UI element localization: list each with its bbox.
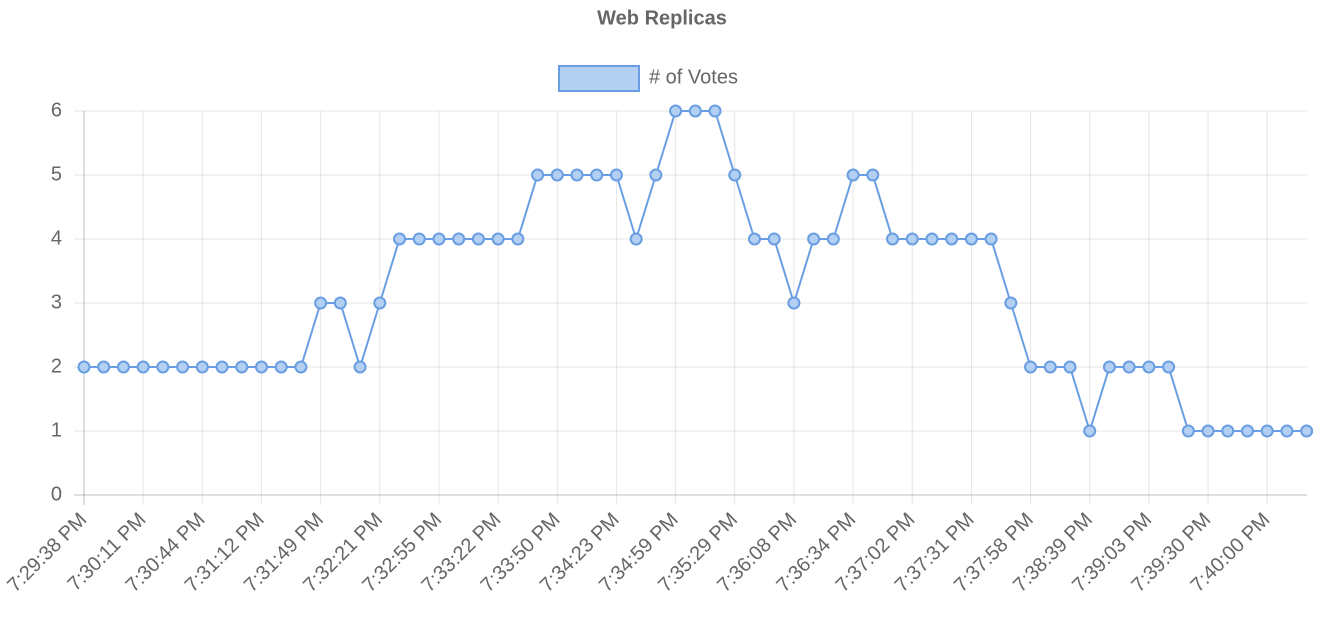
- data-point[interactable]: [353, 360, 367, 374]
- data-point[interactable]: [235, 360, 249, 374]
- data-point[interactable]: [333, 296, 347, 310]
- data-point[interactable]: [1300, 424, 1314, 438]
- data-point[interactable]: [491, 232, 505, 246]
- series-line: [84, 110, 1307, 435]
- data-point[interactable]: [432, 232, 446, 246]
- y-tick-label: 3: [51, 291, 62, 313]
- legend-swatch: [558, 65, 640, 92]
- grid: [74, 110, 1307, 505]
- data-point[interactable]: [1260, 424, 1274, 438]
- data-point[interactable]: [1181, 424, 1195, 438]
- data-point[interactable]: [195, 360, 209, 374]
- data-point[interactable]: [590, 168, 604, 182]
- data-point[interactable]: [1024, 360, 1038, 374]
- data-point[interactable]: [1201, 424, 1215, 438]
- data-point[interactable]: [767, 232, 781, 246]
- data-point[interactable]: [294, 360, 308, 374]
- data-point[interactable]: [531, 168, 545, 182]
- data-point[interactable]: [511, 232, 525, 246]
- data-point[interactable]: [1280, 424, 1294, 438]
- data-point[interactable]: [964, 232, 978, 246]
- data-point[interactable]: [1004, 296, 1018, 310]
- data-point[interactable]: [77, 360, 91, 374]
- x-axis: 7:29:38 PM7:30:11 PM7:30:44 PM7:31:12 PM…: [3, 509, 1274, 597]
- y-axis: 0 1 2 3 4 5 6: [51, 99, 62, 505]
- data-point[interactable]: [452, 232, 466, 246]
- data-point[interactable]: [866, 168, 880, 182]
- data-point[interactable]: [787, 296, 801, 310]
- data-point[interactable]: [688, 104, 702, 118]
- data-point[interactable]: [1122, 360, 1136, 374]
- data-point[interactable]: [1043, 360, 1057, 374]
- data-point[interactable]: [116, 360, 130, 374]
- data-point[interactable]: [886, 232, 900, 246]
- y-tick-label: 2: [51, 355, 62, 377]
- data-point[interactable]: [570, 168, 584, 182]
- data-point[interactable]: [984, 232, 998, 246]
- data-point[interactable]: [629, 232, 643, 246]
- data-point[interactable]: [1102, 360, 1116, 374]
- data-point[interactable]: [846, 168, 860, 182]
- data-point[interactable]: [373, 296, 387, 310]
- y-tick-label: 0: [51, 483, 62, 505]
- data-point[interactable]: [649, 168, 663, 182]
- legend[interactable]: # of Votes: [558, 65, 738, 92]
- data-point[interactable]: [826, 232, 840, 246]
- data-point[interactable]: [609, 168, 623, 182]
- data-point[interactable]: [1162, 360, 1176, 374]
- data-point[interactable]: [550, 168, 564, 182]
- data-point[interactable]: [925, 232, 939, 246]
- data-point[interactable]: [412, 232, 426, 246]
- y-tick-label: 5: [51, 163, 62, 185]
- data-point[interactable]: [905, 232, 919, 246]
- data-point[interactable]: [176, 360, 190, 374]
- data-point[interactable]: [747, 232, 761, 246]
- data-point[interactable]: [945, 232, 959, 246]
- data-point[interactable]: [708, 104, 722, 118]
- data-point[interactable]: [314, 296, 328, 310]
- data-point[interactable]: [471, 232, 485, 246]
- y-tick-label: 4: [51, 227, 62, 249]
- data-point[interactable]: [156, 360, 170, 374]
- data-point[interactable]: [1083, 424, 1097, 438]
- data-point[interactable]: [1240, 424, 1254, 438]
- data-point[interactable]: [728, 168, 742, 182]
- data-point[interactable]: [97, 360, 111, 374]
- data-point[interactable]: [1221, 424, 1235, 438]
- data-point[interactable]: [136, 360, 150, 374]
- data-point[interactable]: [807, 232, 821, 246]
- data-point[interactable]: [669, 104, 683, 118]
- data-point[interactable]: [1142, 360, 1156, 374]
- legend-label: # of Votes: [649, 66, 738, 88]
- chart-title: Web Replicas: [597, 7, 727, 29]
- data-point[interactable]: [254, 360, 268, 374]
- y-tick-label: 1: [51, 419, 62, 441]
- data-point[interactable]: [1063, 360, 1077, 374]
- series: [77, 104, 1314, 438]
- data-point[interactable]: [215, 360, 229, 374]
- data-point[interactable]: [274, 360, 288, 374]
- y-tick-label: 6: [51, 99, 62, 121]
- data-point[interactable]: [393, 232, 407, 246]
